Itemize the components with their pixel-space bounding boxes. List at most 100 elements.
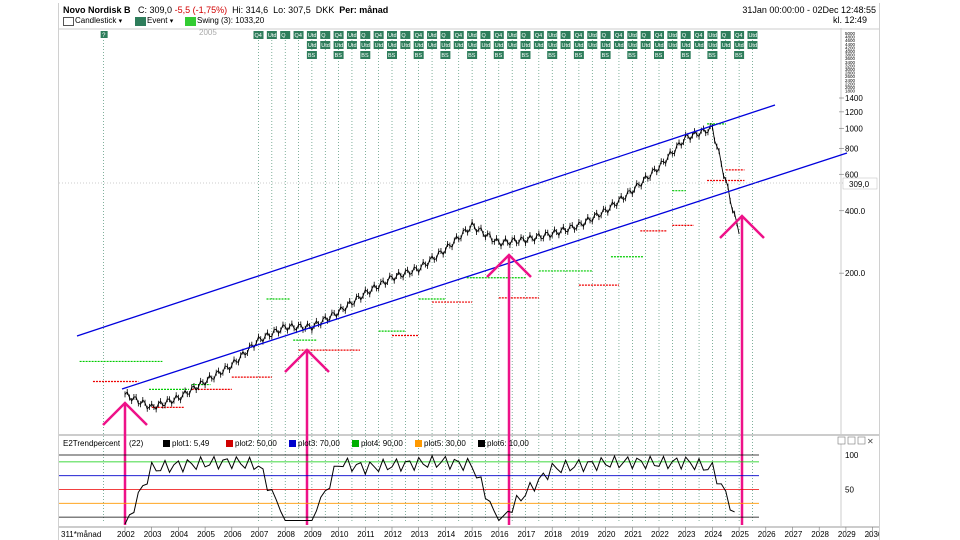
event-label: Q xyxy=(321,33,326,39)
event-label: Utd xyxy=(748,33,757,39)
price-tick-stack-label: 2000 xyxy=(845,85,856,90)
event-box xyxy=(440,51,451,59)
legend-event-label: Event xyxy=(147,16,168,25)
chevron-down-icon[interactable]: ▾ xyxy=(118,18,123,25)
event-box xyxy=(640,41,651,49)
year-label: 2026 xyxy=(758,530,776,539)
candlestick-swatch xyxy=(63,17,74,26)
event-box xyxy=(266,31,277,39)
event-label: Utd xyxy=(388,43,397,49)
chart-canvas[interactable]: ? Q4 Utd Q Q4 Utd Utd BS Q Utd Q4 Utd BS Utd Utd Q Utd BS… xyxy=(59,3,879,540)
event-box xyxy=(306,31,317,39)
event-box xyxy=(573,41,584,49)
year-label: 2020 xyxy=(598,530,616,539)
chart-window[interactable]: Novo Nordisk B C: 309,0 -5,5 (-1,75%) Hi… xyxy=(58,3,880,540)
indicator-tick-label: 50 xyxy=(845,486,854,495)
event-box xyxy=(400,31,411,39)
event-box xyxy=(627,31,638,39)
event-box xyxy=(427,31,438,39)
event-box xyxy=(654,41,664,49)
event-box xyxy=(587,31,598,39)
panel-icon-2[interactable] xyxy=(847,436,856,445)
event-box xyxy=(467,51,478,59)
legend-swing[interactable]: Swing (3): 1033,20 xyxy=(185,15,264,26)
event-label: BS xyxy=(468,53,476,59)
currency-value: DKK xyxy=(315,5,335,15)
event-label: Q xyxy=(481,33,486,39)
event-label: Utd xyxy=(428,43,437,49)
instrument-name: Novo Nordisk B xyxy=(63,5,131,15)
plot-swatch xyxy=(289,440,296,447)
event-box xyxy=(480,31,491,39)
year-label: 2014 xyxy=(437,530,455,539)
event-label: Utd xyxy=(522,43,531,49)
event-box xyxy=(493,41,504,49)
price-tick-stack-label: 4000 xyxy=(845,49,856,54)
year-label: 2024 xyxy=(704,530,722,539)
event-box xyxy=(694,41,705,49)
year-label: 2018 xyxy=(544,530,562,539)
indicator-line xyxy=(124,454,735,525)
event-box xyxy=(306,41,317,49)
close-icon[interactable]: ✕ xyxy=(867,437,874,446)
event-box xyxy=(600,41,611,49)
legend-candlestick[interactable]: Candlestick ▾ xyxy=(63,15,122,26)
event-label: BS xyxy=(548,53,556,59)
price-line xyxy=(124,125,740,411)
event-label: Utd xyxy=(308,33,317,39)
chevron-down-icon[interactable]: ▾ xyxy=(169,18,174,25)
event-label: Q4 xyxy=(375,33,382,39)
event-label: Q4 xyxy=(575,33,582,39)
signal-arrow-head xyxy=(284,348,330,373)
event-box xyxy=(694,31,705,39)
event-box xyxy=(613,41,624,49)
year-label: 2011 xyxy=(357,530,375,539)
year-label: 2030 xyxy=(865,530,879,539)
price-tick-stack-label: 3400 xyxy=(845,60,856,65)
event-box xyxy=(400,41,411,49)
event-label: Q xyxy=(441,33,446,39)
close-value: C: 309,0 xyxy=(138,5,173,15)
year-label: 2025 xyxy=(731,530,749,539)
panel-icon-3[interactable] xyxy=(857,436,866,445)
event-label: Utd xyxy=(682,43,691,49)
event-box xyxy=(507,31,518,39)
event-box xyxy=(680,51,691,59)
legend-event[interactable]: Event ▾ xyxy=(135,15,173,26)
signal-arrows xyxy=(102,214,765,525)
event-label: Utd xyxy=(348,33,357,39)
price-tick-stack-label: 1800 xyxy=(845,89,856,94)
event-label: Utd xyxy=(361,43,370,49)
event-box xyxy=(493,31,504,39)
price-tick-stack-label: 3600 xyxy=(845,56,856,61)
event-box xyxy=(613,31,624,39)
event-box xyxy=(480,41,491,49)
scroll-right-icon[interactable]: » xyxy=(867,532,871,539)
legend-row: Candlestick ▾ Event ▾ Swing (3): 1033,20 xyxy=(59,15,879,27)
panel-icon-1[interactable] xyxy=(837,436,846,445)
event-box xyxy=(627,51,638,59)
event-label: Q xyxy=(722,33,727,39)
event-box xyxy=(707,41,718,49)
event-label: Utd xyxy=(375,43,384,49)
event-label: Utd xyxy=(468,33,477,39)
event-label: Q4 xyxy=(415,33,422,39)
event-box xyxy=(573,51,584,59)
event-label: Utd xyxy=(562,43,571,49)
event-box xyxy=(547,51,558,59)
legend-candlestick-label: Candlestick xyxy=(75,16,117,25)
event-label: Utd xyxy=(628,43,637,49)
event-box-unknown xyxy=(100,31,108,38)
event-box xyxy=(320,41,331,49)
event-label: Q xyxy=(642,33,647,39)
event-box xyxy=(280,31,291,39)
event-box xyxy=(734,31,745,39)
signal-arrow-head xyxy=(102,401,148,426)
interval-label: 311*månad xyxy=(61,530,101,539)
low-value: Lo: 307,5 xyxy=(273,5,311,15)
signal-arrow-head xyxy=(486,253,532,278)
event-box xyxy=(720,31,731,39)
event-box xyxy=(560,31,571,39)
price-axis: 1400 1200 1000 800 600 400.0 200.0 500048004600… xyxy=(839,31,866,278)
